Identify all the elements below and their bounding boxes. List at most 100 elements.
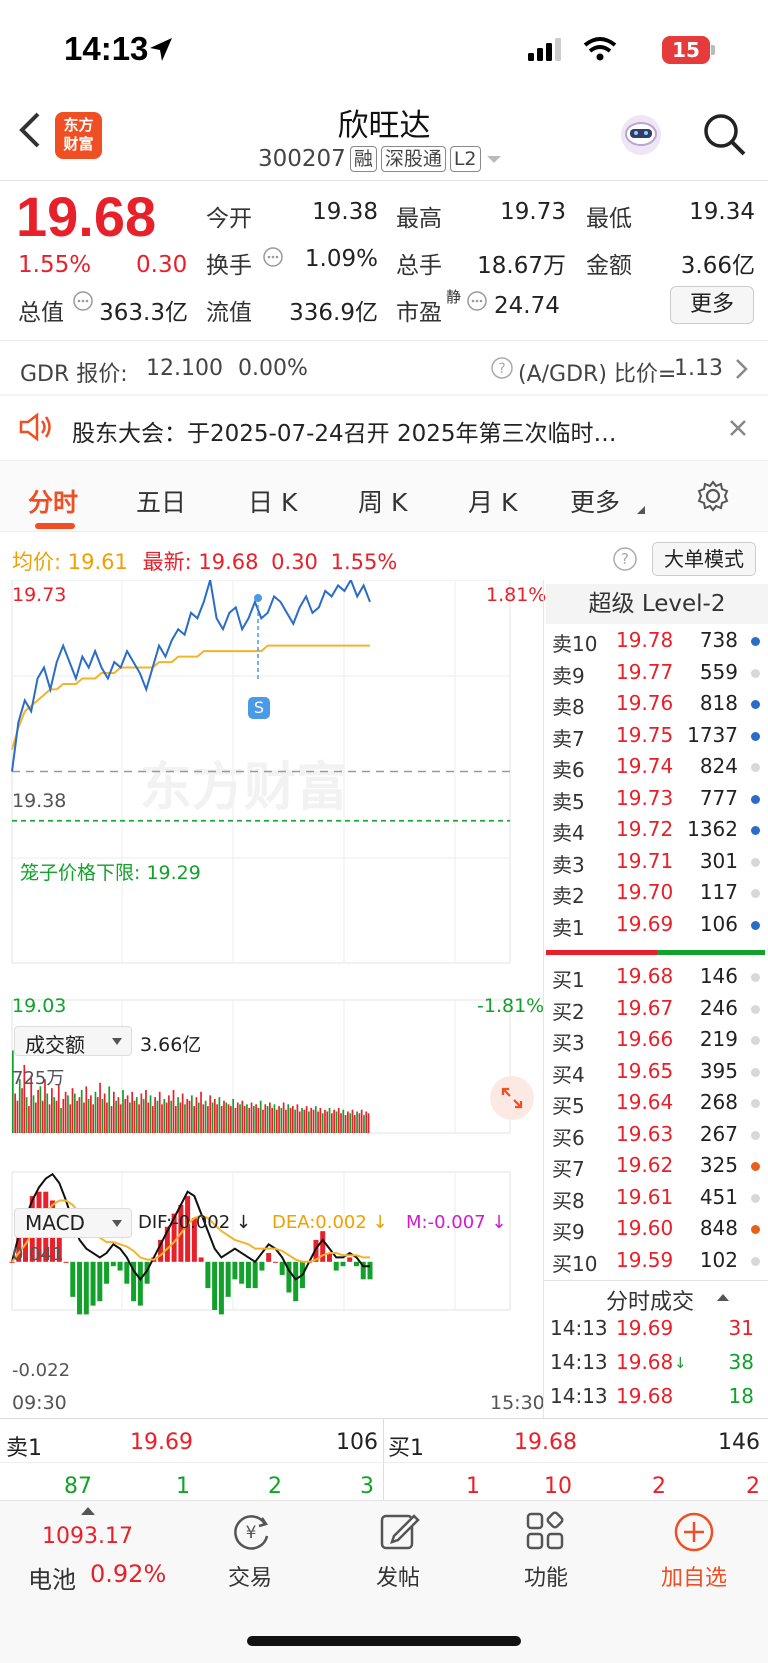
robot-assistant-icon[interactable]: [616, 110, 666, 160]
sector-pct: 0.92%: [90, 1560, 167, 1588]
bid-row[interactable]: 买2 19.67 246: [550, 992, 764, 1024]
nav-post[interactable]: 发帖: [375, 1566, 420, 1591]
ask-volume: 117: [699, 880, 738, 904]
notice-banner[interactable]: 股东大会：于2025-07-24召开 2025年第三次临时…: [0, 396, 768, 460]
close-icon[interactable]: [728, 418, 748, 438]
status-time: 14:13: [64, 30, 149, 67]
bid-row[interactable]: 买8 19.61 451: [550, 1181, 764, 1213]
order-dot-icon: [751, 889, 760, 898]
level2-title[interactable]: 超级 Level-2: [546, 584, 768, 624]
dropdown-triangle-icon: [486, 156, 501, 163]
ask-row[interactable]: 卖9 19.77 559: [550, 656, 764, 688]
brand-logo: 东方 财富: [55, 112, 102, 159]
more-button[interactable]: 更多: [670, 286, 754, 324]
float-cap-value: 336.9亿: [289, 300, 378, 326]
sector-name[interactable]: 电池: [28, 1566, 76, 1594]
nav-add-watchlist[interactable]: 加自选: [660, 1566, 727, 1591]
tab-five-day[interactable]: 五日: [136, 488, 187, 517]
ask-level: 卖6: [552, 758, 585, 782]
back-chevron-icon[interactable]: [18, 110, 42, 150]
bid-row[interactable]: 买6 19.63 267: [550, 1118, 764, 1150]
indicator-selector[interactable]: MACD: [14, 1208, 132, 1238]
nav-trade[interactable]: 交易: [227, 1566, 272, 1591]
bid-level: 买6: [552, 1125, 585, 1150]
stock-code-line[interactable]: 300207 融 深股通 L2: [258, 146, 503, 172]
volume-bar: [218, 1097, 221, 1133]
tab-daily-k[interactable]: 日 K: [248, 488, 298, 517]
ask-price: 19.78: [616, 628, 674, 652]
macd-bar: [360, 1261, 366, 1280]
volume-bar: [225, 1102, 228, 1133]
volume-bar: [12, 1050, 14, 1133]
macd-bar: [70, 1261, 76, 1297]
help-icon[interactable]: ?: [490, 356, 514, 380]
intraday-chart-area[interactable]: 东方财富: [0, 580, 545, 1420]
bid-volume: 451: [699, 1184, 738, 1209]
volume-bar: [156, 1100, 159, 1133]
signal-marker[interactable]: S: [248, 697, 270, 719]
price-top-label: 19.73: [12, 584, 67, 606]
tab-monthly-k[interactable]: 月 K: [468, 488, 518, 517]
ask-row[interactable]: 卖8 19.76 818: [550, 687, 764, 719]
volume-bar: [188, 1100, 191, 1133]
ask-row[interactable]: 卖4 19.72 1362: [550, 813, 764, 845]
volume-bar: [108, 1086, 111, 1133]
ticks-title[interactable]: 分时成交: [606, 1290, 695, 1315]
ask-row[interactable]: 卖3 19.71 301: [550, 845, 764, 877]
ask-row[interactable]: 卖5 19.73 777: [550, 782, 764, 814]
bid-row[interactable]: 买5 19.64 268: [550, 1086, 764, 1118]
volume-bar: [30, 1075, 33, 1133]
gear-icon[interactable]: [696, 479, 730, 513]
chevron-right-icon[interactable]: [733, 357, 749, 381]
tab-intraday[interactable]: 分时: [28, 488, 79, 517]
tab-weekly-k[interactable]: 周 K: [358, 488, 408, 517]
bid-row[interactable]: 买1 19.68 146: [550, 960, 764, 992]
volume-bar: [358, 1113, 361, 1133]
sector-index-value[interactable]: 1093.17: [42, 1524, 133, 1549]
volume-selector[interactable]: 成交额: [14, 1026, 132, 1057]
battery-tip: [711, 45, 715, 55]
ask-row[interactable]: 卖6 19.74 824: [550, 750, 764, 782]
tick-time: 14:13: [550, 1384, 608, 1408]
bid-row[interactable]: 买7 19.62 325: [550, 1149, 764, 1181]
bid-price: 19.59: [616, 1247, 674, 1272]
tag-level: L2: [449, 146, 481, 172]
big-order-mode-button[interactable]: 大单模式: [652, 542, 756, 576]
ask-row[interactable]: 卖7 19.75 1737: [550, 719, 764, 751]
ask-row[interactable]: 卖10 19.78 738: [550, 624, 764, 656]
bid-row[interactable]: 买10 19.59 102: [550, 1244, 764, 1276]
volume-bar: [326, 1111, 329, 1133]
info-dots-icon[interactable]: [466, 290, 488, 312]
bid-volume: 102: [699, 1247, 738, 1272]
order-dot-icon: [751, 668, 760, 678]
bid-row[interactable]: 买9 19.60 848: [550, 1212, 764, 1244]
ask-row[interactable]: 卖2 19.70 117: [550, 876, 764, 908]
volume-bar: [342, 1109, 345, 1133]
bid-price: 19.65: [616, 1058, 674, 1083]
ask-level: 卖7: [552, 726, 585, 751]
search-icon[interactable]: [702, 112, 748, 158]
bid-row[interactable]: 买3 19.66 219: [550, 1023, 764, 1055]
macd-bar: [185, 1196, 191, 1262]
expand-button[interactable]: [490, 1076, 534, 1120]
info-dots-icon[interactable]: [262, 246, 284, 268]
help-icon[interactable]: ?: [612, 546, 638, 572]
high-value: 19.73: [500, 199, 566, 225]
bid-row[interactable]: 买4 19.65 395: [550, 1055, 764, 1087]
volume-bar: [223, 1100, 225, 1133]
ask-row[interactable]: 卖1 19.69 106: [550, 908, 764, 940]
stock-code: 300207: [258, 146, 346, 172]
tab-more[interactable]: 更多: [570, 488, 621, 517]
home-indicator: [247, 1636, 521, 1646]
macd-bar: [158, 1239, 164, 1262]
bid-volume: 848: [699, 1216, 738, 1240]
volume-bar: [285, 1109, 287, 1133]
info-dots-icon[interactable]: [72, 290, 94, 312]
volume-bar: [179, 1102, 182, 1133]
volume-bar: [25, 1097, 28, 1133]
volume-bar: [168, 1095, 170, 1133]
nav-functions[interactable]: 功能: [523, 1566, 568, 1591]
volume-bar: [259, 1100, 262, 1133]
volume-bar: [301, 1107, 303, 1133]
collapse-triangle-icon[interactable]: [716, 1292, 730, 1302]
